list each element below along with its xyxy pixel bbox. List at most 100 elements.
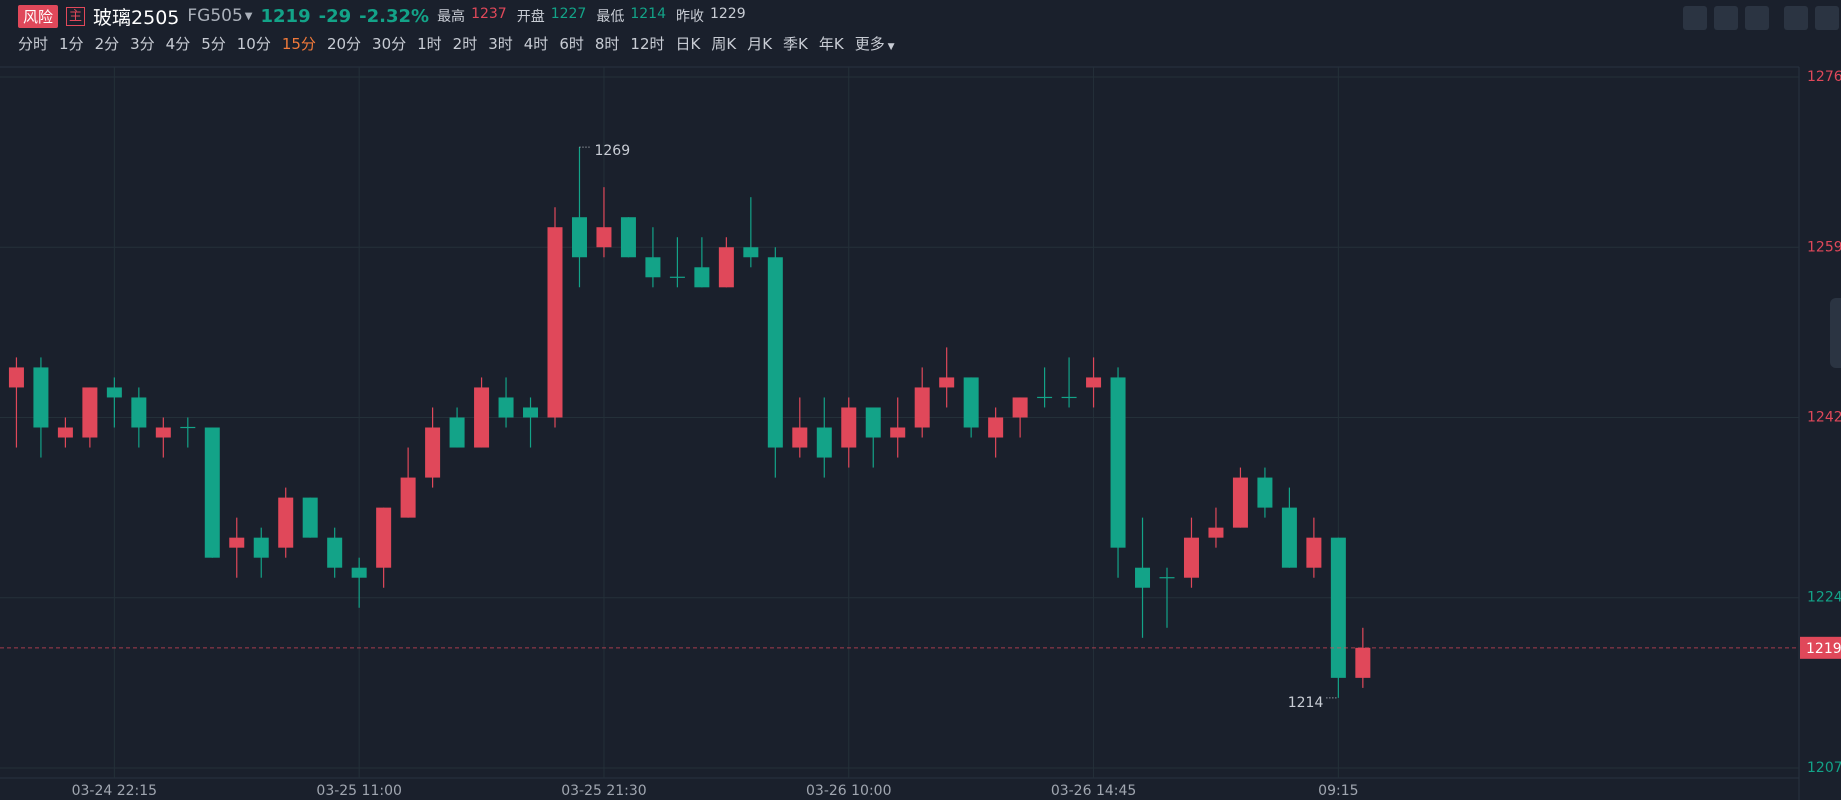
stat-label: 开盘 [516,9,545,25]
body [939,377,955,388]
body [988,417,1004,438]
y-tick-label: 1242 [1807,409,1841,425]
stat-label: 最高 [437,9,466,25]
x-tick-label: 03-26 10:00 [806,783,891,799]
body [57,427,73,438]
body [865,407,881,438]
body [8,367,24,388]
body [1135,567,1151,588]
instrument-code[interactable]: FG505 [187,6,243,26]
icon-button[interactable] [1714,6,1738,30]
body [400,477,416,518]
period-tab[interactable]: 12时 [630,35,665,53]
risk-badge[interactable]: 风险 [18,4,59,28]
body [376,507,392,568]
body [1330,537,1346,678]
header: 风险 主 玻璃2505 FG505 ▼ 1219 -29 -2.32% 最高 123… [18,3,750,29]
body [229,537,245,548]
period-tab[interactable]: 日K [675,35,701,53]
period-tab[interactable]: 2分 [94,35,120,53]
body [767,257,783,448]
x-tick-label: 03-25 21:30 [561,783,646,799]
caret[interactable]: ▼ [884,42,895,52]
period-tab[interactable]: 月K [747,35,773,53]
body [278,497,294,548]
period-tab[interactable]: 10分 [236,35,271,53]
period-tab[interactable]: 年K [818,35,844,53]
period-tab[interactable]: 6时 [559,35,584,53]
period-tab[interactable]: 2时 [452,35,478,53]
period-tab[interactable]: 1时 [417,35,442,53]
body [204,427,220,558]
body [253,537,269,558]
body [155,427,171,438]
body [33,367,49,428]
body [1257,477,1273,508]
period-tab[interactable]: 5分 [201,35,226,53]
period-tab[interactable]: 3时 [488,35,513,53]
period-tab[interactable]: 30分 [372,35,407,53]
body [743,247,759,258]
body [523,407,539,418]
period-tab[interactable]: 周K [711,35,737,53]
instrument-name: 玻璃2505 [93,6,180,29]
period-tab[interactable]: 4分 [165,35,191,53]
period-tabs: 分时 1分 2分 3分 4分 5分 10分 15分 20分 30分 1时 2时 3时 4时 6时 8时 12时日… [18,33,895,54]
body [963,377,979,428]
body [890,427,906,438]
stat-value: 1229 [709,6,746,22]
period-tab[interactable]: 季K [783,35,808,53]
caret[interactable]: ▼ [244,10,253,22]
period-tab[interactable]: 1分 [59,35,84,53]
body [474,387,490,448]
body [620,217,636,258]
body [302,497,318,538]
body [596,227,612,248]
x-tick-label: 03-25 11:00 [316,783,401,799]
body [914,387,930,428]
period-tab[interactable]: 15分 [281,35,316,53]
body [498,397,514,418]
y-tick-label: 1276 [1807,69,1841,85]
icon-button[interactable] [1784,6,1808,30]
body [131,397,147,428]
body [1306,537,1322,568]
body [327,537,343,568]
x-tick-label: 03-24 22:15 [72,783,157,799]
stat-label: 昨收 [675,9,704,25]
x-tick-label: 03-26 14:45 [1051,783,1136,799]
icon-button[interactable] [1745,6,1769,30]
stat-value: 1214 [630,6,666,22]
body [82,387,98,438]
y-tick-label: 1224 [1807,590,1841,606]
period-tab[interactable]: 3分 [130,35,155,53]
period-tab[interactable]: 更多 ▼ [854,35,895,53]
period-tab[interactable]: 20分 [326,35,362,53]
change: -29 [318,5,352,27]
period-tab[interactable]: 8时 [594,35,620,53]
y-tick-label: 1259 [1807,239,1841,255]
y-tick-label: 1207 [1807,760,1841,776]
body [1281,507,1297,568]
body [106,387,122,398]
side-collapse[interactable] [1830,298,1841,368]
stats: 最高 1237 开盘 1227 最低 1214 昨收 1229 [437,6,750,26]
icon-button[interactable] [1683,6,1707,30]
body [1183,537,1199,578]
main-tag[interactable]: 主 [66,6,86,26]
body [351,567,367,578]
period-tab[interactable]: 4时 [523,35,549,53]
price: 1219 [260,5,311,27]
body [1208,527,1224,538]
last-price-box [1800,636,1841,659]
body [1110,377,1126,548]
body [694,267,710,288]
body [645,257,661,278]
body [1355,647,1371,678]
body [841,407,857,448]
icon-button[interactable] [1815,6,1839,30]
body [547,227,563,418]
period-tab[interactable]: 分时 [18,35,49,53]
stat-label: 最低 [596,9,625,25]
